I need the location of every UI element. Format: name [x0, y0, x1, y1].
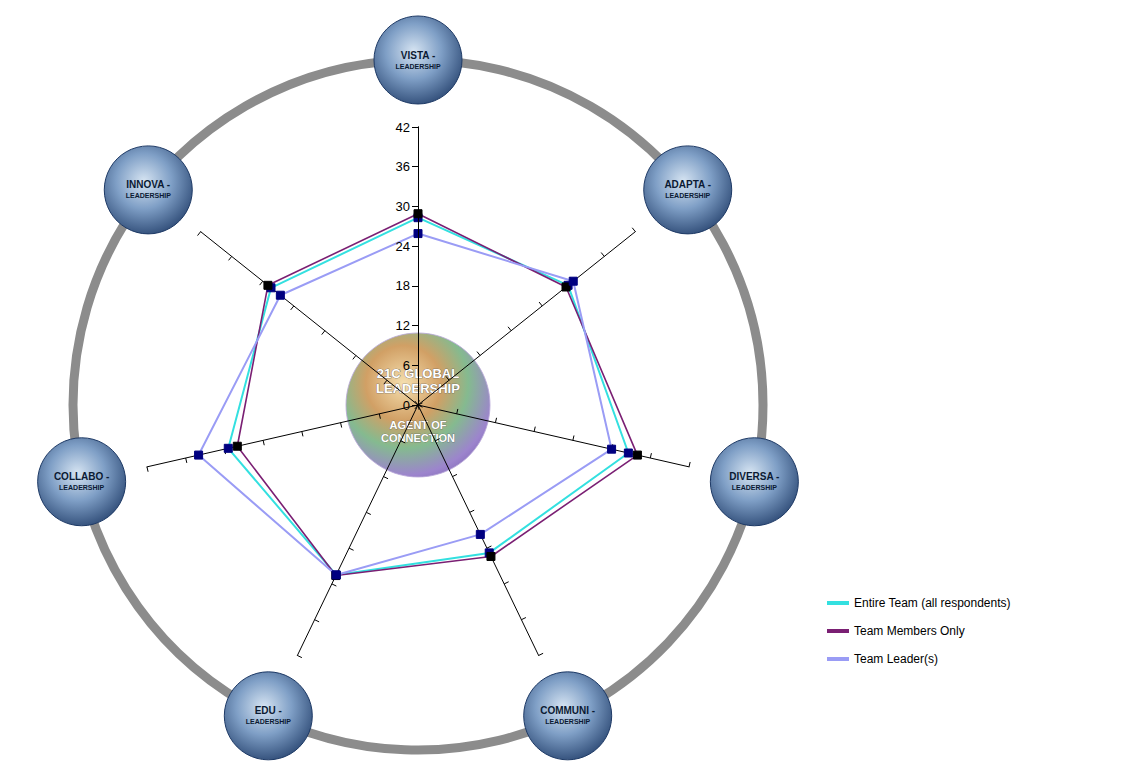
svg-text:CONNECTION: CONNECTION [381, 432, 455, 444]
svg-text:LEADERSHIP: LEADERSHIP [732, 484, 777, 491]
svg-text:LEADERSHIP: LEADERSHIP [59, 484, 104, 491]
svg-text:30: 30 [396, 199, 410, 214]
svg-text:6: 6 [403, 358, 410, 373]
svg-text:21C GLOBAL: 21C GLOBAL [376, 366, 460, 381]
svg-text:INNOVA -: INNOVA - [126, 179, 170, 190]
svg-text:ADAPTA -: ADAPTA - [664, 179, 711, 190]
svg-text:VISTA -: VISTA - [401, 50, 435, 61]
svg-text:Team Leader(s): Team Leader(s) [854, 652, 938, 666]
svg-text:LEADERSHIP: LEADERSHIP [665, 192, 710, 199]
svg-text:AGENT OF: AGENT OF [390, 419, 447, 431]
svg-text:LEADERSHIP: LEADERSHIP [376, 381, 460, 396]
svg-text:DIVERSA -: DIVERSA - [729, 471, 779, 482]
svg-text:24: 24 [396, 239, 410, 254]
svg-text:LEADERSHIP: LEADERSHIP [395, 63, 440, 70]
svg-text:42: 42 [396, 120, 410, 135]
svg-text:0: 0 [403, 398, 410, 413]
svg-text:COMMUNI -: COMMUNI - [540, 705, 595, 716]
svg-text:EDU -: EDU - [255, 705, 282, 716]
svg-text:18: 18 [396, 278, 410, 293]
svg-text:36: 36 [396, 159, 410, 174]
svg-text:LEADERSHIP: LEADERSHIP [126, 192, 171, 199]
svg-text:COLLABO -: COLLABO - [54, 471, 110, 482]
svg-text:LEADERSHIP: LEADERSHIP [246, 718, 291, 725]
svg-text:Entire Team (all respondents): Entire Team (all respondents) [854, 596, 1011, 610]
svg-text:12: 12 [396, 318, 410, 333]
svg-text:LEADERSHIP: LEADERSHIP [545, 718, 590, 725]
svg-text:Team Members Only: Team Members Only [854, 624, 965, 638]
